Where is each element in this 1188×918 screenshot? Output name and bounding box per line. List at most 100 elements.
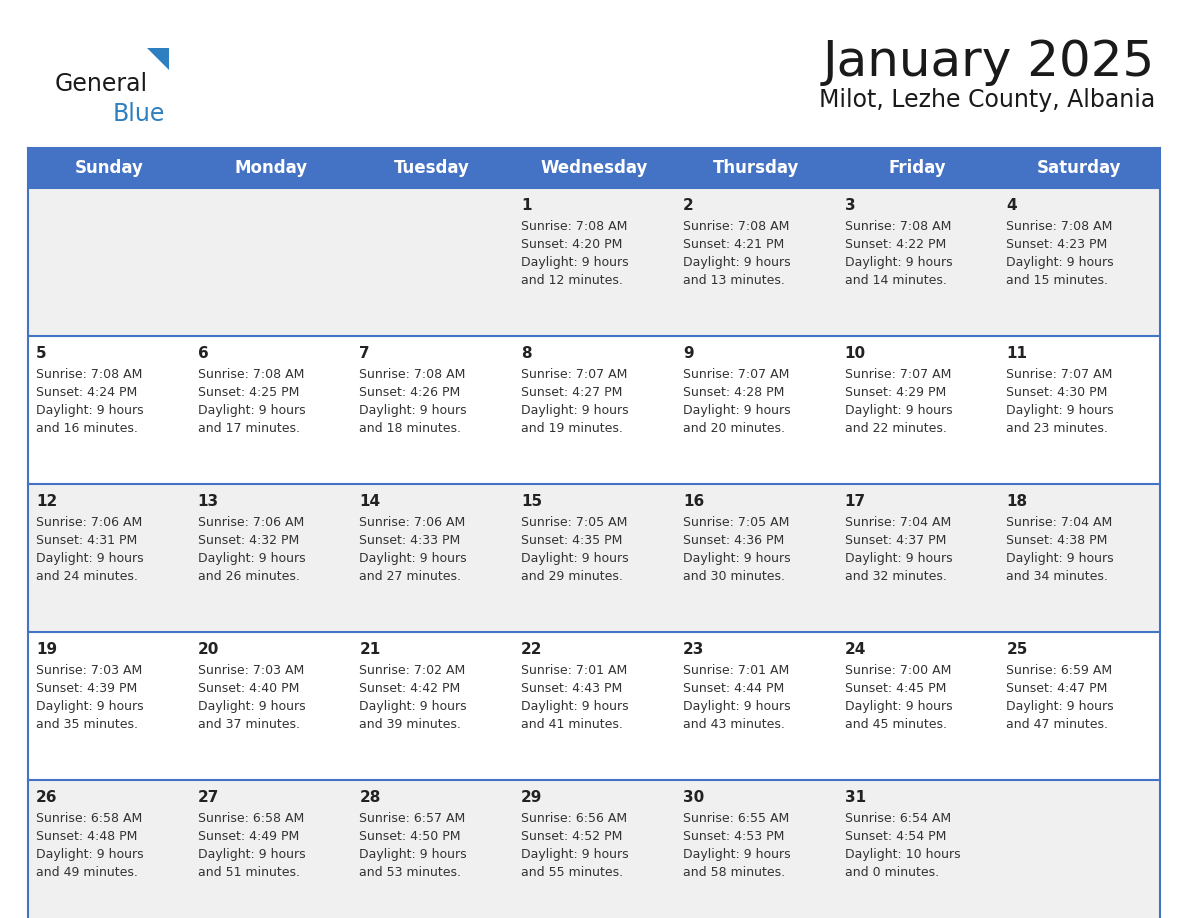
Text: Sunrise: 7:08 AM: Sunrise: 7:08 AM [360,368,466,381]
Text: 3: 3 [845,198,855,213]
Text: Daylight: 9 hours: Daylight: 9 hours [522,848,628,861]
Text: Daylight: 9 hours: Daylight: 9 hours [522,404,628,417]
Text: and 43 minutes.: and 43 minutes. [683,718,785,731]
Text: Daylight: 9 hours: Daylight: 9 hours [360,700,467,713]
Text: Sunset: 4:54 PM: Sunset: 4:54 PM [845,830,946,843]
Text: Daylight: 9 hours: Daylight: 9 hours [845,552,953,565]
Text: Sunset: 4:53 PM: Sunset: 4:53 PM [683,830,784,843]
Text: Daylight: 9 hours: Daylight: 9 hours [1006,552,1114,565]
Text: Sunrise: 7:05 AM: Sunrise: 7:05 AM [683,516,789,529]
Text: Sunrise: 7:06 AM: Sunrise: 7:06 AM [197,516,304,529]
Text: Sunset: 4:52 PM: Sunset: 4:52 PM [522,830,623,843]
Text: Daylight: 10 hours: Daylight: 10 hours [845,848,960,861]
Text: Sunset: 4:30 PM: Sunset: 4:30 PM [1006,386,1107,399]
Text: 31: 31 [845,790,866,805]
Bar [29,780,1159,918]
Text: Sunset: 4:50 PM: Sunset: 4:50 PM [360,830,461,843]
Text: Sunrise: 7:06 AM: Sunrise: 7:06 AM [360,516,466,529]
Text: 7: 7 [360,346,369,361]
Text: and 24 minutes.: and 24 minutes. [36,570,138,583]
Text: Daylight: 9 hours: Daylight: 9 hours [522,256,628,269]
Text: Daylight: 9 hours: Daylight: 9 hours [360,404,467,417]
Text: 20: 20 [197,642,219,657]
Text: Sunrise: 7:08 AM: Sunrise: 7:08 AM [1006,220,1113,233]
Text: and 53 minutes.: and 53 minutes. [360,866,461,879]
Text: Daylight: 9 hours: Daylight: 9 hours [36,700,144,713]
Text: Sunset: 4:44 PM: Sunset: 4:44 PM [683,682,784,695]
Text: Sunset: 4:40 PM: Sunset: 4:40 PM [197,682,299,695]
Text: Sunrise: 7:08 AM: Sunrise: 7:08 AM [683,220,789,233]
Text: Daylight: 9 hours: Daylight: 9 hours [1006,700,1114,713]
Text: Sunset: 4:27 PM: Sunset: 4:27 PM [522,386,623,399]
Text: Daylight: 9 hours: Daylight: 9 hours [1006,404,1114,417]
Text: Blue: Blue [113,102,165,126]
Polygon shape [147,48,169,70]
Text: and 37 minutes.: and 37 minutes. [197,718,299,731]
Bar [29,632,1159,780]
Text: 10: 10 [845,346,866,361]
Text: Thursday: Thursday [713,159,798,177]
Text: Sunset: 4:24 PM: Sunset: 4:24 PM [36,386,138,399]
Text: Sunset: 4:31 PM: Sunset: 4:31 PM [36,534,138,547]
Text: and 18 minutes.: and 18 minutes. [360,422,461,435]
Text: 25: 25 [1006,642,1028,657]
Text: 22: 22 [522,642,543,657]
Text: and 39 minutes.: and 39 minutes. [360,718,461,731]
Text: Sunset: 4:45 PM: Sunset: 4:45 PM [845,682,946,695]
Text: January 2025: January 2025 [823,38,1155,86]
Text: Wednesday: Wednesday [541,159,647,177]
Text: 11: 11 [1006,346,1028,361]
Text: Sunset: 4:28 PM: Sunset: 4:28 PM [683,386,784,399]
Text: Sunrise: 7:07 AM: Sunrise: 7:07 AM [845,368,950,381]
Text: Daylight: 9 hours: Daylight: 9 hours [36,404,144,417]
Text: and 20 minutes.: and 20 minutes. [683,422,785,435]
Text: Sunrise: 7:07 AM: Sunrise: 7:07 AM [683,368,789,381]
Text: Sunset: 4:37 PM: Sunset: 4:37 PM [845,534,946,547]
Text: and 12 minutes.: and 12 minutes. [522,274,623,287]
Text: and 22 minutes.: and 22 minutes. [845,422,947,435]
Text: Daylight: 9 hours: Daylight: 9 hours [683,700,790,713]
Text: and 45 minutes.: and 45 minutes. [845,718,947,731]
Text: Sunset: 4:29 PM: Sunset: 4:29 PM [845,386,946,399]
Text: Sunrise: 6:59 AM: Sunrise: 6:59 AM [1006,664,1112,677]
Text: Daylight: 9 hours: Daylight: 9 hours [683,256,790,269]
Text: Sunrise: 7:08 AM: Sunrise: 7:08 AM [845,220,950,233]
Text: Daylight: 9 hours: Daylight: 9 hours [845,256,953,269]
Bar [29,336,1159,484]
Text: Daylight: 9 hours: Daylight: 9 hours [197,404,305,417]
Text: Daylight: 9 hours: Daylight: 9 hours [845,404,953,417]
Text: Tuesday: Tuesday [394,159,470,177]
Text: Daylight: 9 hours: Daylight: 9 hours [197,848,305,861]
Text: Sunset: 4:35 PM: Sunset: 4:35 PM [522,534,623,547]
Text: 12: 12 [36,494,57,509]
Text: Sunrise: 7:08 AM: Sunrise: 7:08 AM [522,220,627,233]
Text: Sunset: 4:48 PM: Sunset: 4:48 PM [36,830,138,843]
Text: Daylight: 9 hours: Daylight: 9 hours [683,848,790,861]
Text: General: General [55,72,148,96]
Text: Daylight: 9 hours: Daylight: 9 hours [845,700,953,713]
Text: Sunset: 4:20 PM: Sunset: 4:20 PM [522,238,623,251]
Text: Daylight: 9 hours: Daylight: 9 hours [360,552,467,565]
Text: and 23 minutes.: and 23 minutes. [1006,422,1108,435]
Text: Daylight: 9 hours: Daylight: 9 hours [197,552,305,565]
Bar [29,484,1159,632]
Text: Sunrise: 6:58 AM: Sunrise: 6:58 AM [197,812,304,825]
Text: and 15 minutes.: and 15 minutes. [1006,274,1108,287]
Text: Sunset: 4:32 PM: Sunset: 4:32 PM [197,534,299,547]
Text: Sunset: 4:26 PM: Sunset: 4:26 PM [360,386,461,399]
Text: and 30 minutes.: and 30 minutes. [683,570,785,583]
Text: and 35 minutes.: and 35 minutes. [36,718,138,731]
Text: Daylight: 9 hours: Daylight: 9 hours [683,404,790,417]
Text: Sunrise: 7:04 AM: Sunrise: 7:04 AM [1006,516,1112,529]
Text: Sunset: 4:42 PM: Sunset: 4:42 PM [360,682,461,695]
Text: Daylight: 9 hours: Daylight: 9 hours [36,552,144,565]
Text: 8: 8 [522,346,532,361]
Text: and 17 minutes.: and 17 minutes. [197,422,299,435]
Text: 18: 18 [1006,494,1028,509]
Text: Daylight: 9 hours: Daylight: 9 hours [1006,256,1114,269]
Text: 13: 13 [197,494,219,509]
Text: Sunrise: 7:06 AM: Sunrise: 7:06 AM [36,516,143,529]
Text: Monday: Monday [234,159,308,177]
Text: Sunset: 4:43 PM: Sunset: 4:43 PM [522,682,623,695]
Text: 24: 24 [845,642,866,657]
